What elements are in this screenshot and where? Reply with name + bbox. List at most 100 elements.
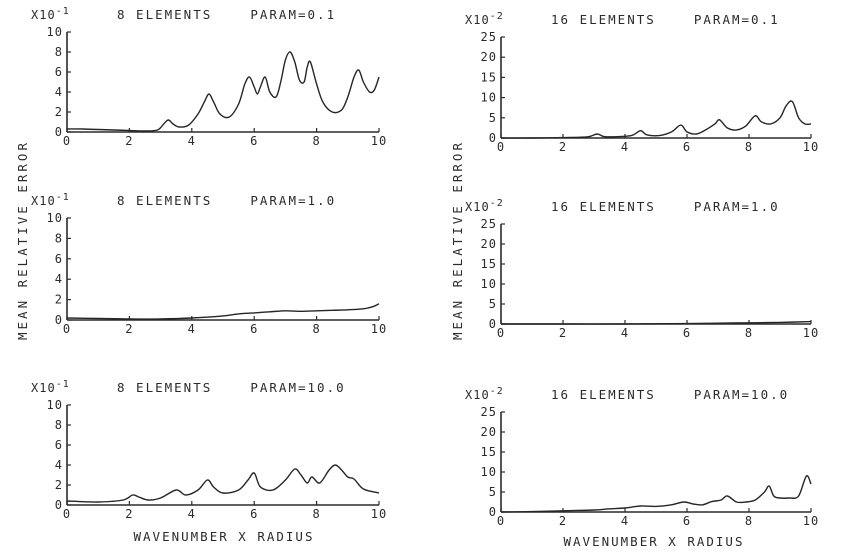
y-tick-label: 20 (481, 425, 497, 439)
x-tick-label: 6 (250, 507, 258, 521)
x-tick-label: 4 (621, 514, 629, 528)
y-tick-label: 10 (481, 277, 497, 291)
series-line-1 (501, 320, 812, 325)
y-tick-label: 5 (489, 485, 497, 499)
x-tick-label: 2 (559, 140, 567, 154)
x-tick-label: 2 (125, 507, 133, 521)
y-scale-label: X10-2 (465, 198, 504, 214)
y-tick-label: 6 (55, 252, 63, 266)
x-tick-label: 2 (125, 322, 133, 336)
y-tick-label: 2 (55, 293, 63, 307)
chart-panel-1: 0 2 4 6 8 10 0 2 4 6 8 10 X10-1 8 ELEMENTS PARAM=0.1 (31, 6, 387, 148)
y-tick-label: 20 (481, 237, 497, 251)
x-tick-label: 0 (63, 322, 71, 336)
x-tick-label: 0 (497, 140, 505, 154)
x-tick-label: 0 (63, 507, 71, 521)
y-tick-label: 25 (481, 217, 497, 231)
chart-panel-2: 0 2 4 6 8 10 0 5 10 15 20 25 X10-2 16 ELEMENTS PARAM=… (465, 11, 819, 154)
x-tick-label: 10 (371, 134, 387, 148)
y-tick-label: 2 (55, 478, 63, 492)
x-axis-label-right: WAVENUMBER X RADIUS (564, 534, 745, 549)
x-tick-label: 2 (125, 134, 133, 148)
y-axis-label-left: MEAN RELATIVE ERROR (15, 140, 30, 340)
x-tick-label: 8 (745, 140, 753, 154)
x-axis-label-left: WAVENUMBER X RADIUS (134, 529, 315, 544)
y-tick-label: 10 (47, 25, 63, 39)
x-tick-label: 8 (745, 514, 753, 528)
x-tick-label: 8 (312, 134, 320, 148)
y-tick-label: 4 (55, 272, 63, 286)
y-tick-label: 10 (481, 465, 497, 479)
series-line-1 (66, 464, 380, 503)
x-tick-label: 0 (63, 134, 71, 148)
chart-title: 16 ELEMENTS PARAM=0.1 (551, 12, 780, 27)
x-tick-label: 8 (745, 326, 753, 340)
series-line-1 (500, 100, 812, 139)
x-tick-label: 10 (371, 322, 387, 336)
chart-title: 8 ELEMENTS PARAM=10.0 (117, 380, 346, 395)
x-tick-label: 4 (188, 322, 196, 336)
chart-panel-5: 0 2 4 6 8 10 0 2 4 6 8 10 X10-1 8 ELEMENTS PARAM=10.0 (31, 379, 387, 521)
x-tick-label: 4 (621, 140, 629, 154)
y-tick-label: 8 (55, 418, 63, 432)
series-line-1 (500, 475, 812, 513)
y-tick-label: 2 (55, 105, 63, 119)
y-tick-label: 8 (55, 45, 63, 59)
y-axis-label-right: MEAN RELATIVE ERROR (450, 140, 465, 340)
series-line-1 (66, 303, 380, 320)
y-scale-label: X10-2 (465, 11, 504, 27)
x-tick-label: 6 (250, 134, 258, 148)
y-tick-label: 0 (55, 313, 63, 327)
x-tick-label: 4 (188, 507, 196, 521)
x-tick-label: 2 (559, 326, 567, 340)
y-scale-label: X10-2 (465, 386, 504, 402)
chart-title: 8 ELEMENTS PARAM=0.1 (117, 7, 336, 22)
x-tick-label: 10 (803, 140, 819, 154)
chart-title: 16 ELEMENTS PARAM=10.0 (551, 387, 789, 402)
chart-title: 16 ELEMENTS PARAM=1.0 (551, 199, 780, 214)
y-tick-label: 0 (489, 317, 497, 331)
y-tick-label: 6 (55, 438, 63, 452)
chart-panel-4: 0 2 4 6 8 10 0 5 10 15 20 25 X10-2 16 ELEMENTS PARAM=… (465, 198, 819, 340)
y-tick-label: 4 (55, 85, 63, 99)
y-tick-label: 10 (481, 91, 497, 105)
x-tick-label: 8 (312, 507, 320, 521)
y-tick-label: 10 (47, 398, 63, 412)
series-line-1 (66, 51, 380, 132)
y-scale-label: X10-1 (31, 6, 70, 22)
y-tick-label: 4 (55, 458, 63, 472)
y-tick-label: 15 (481, 70, 497, 84)
chart-title: 8 ELEMENTS PARAM=1.0 (117, 193, 336, 208)
y-tick-label: 15 (481, 445, 497, 459)
y-tick-label: 0 (55, 498, 63, 512)
y-tick-label: 15 (481, 257, 497, 271)
y-tick-label: 0 (489, 505, 497, 519)
y-tick-label: 25 (481, 405, 497, 419)
x-tick-label: 10 (371, 507, 387, 521)
x-tick-label: 0 (497, 514, 505, 528)
y-tick-label: 25 (481, 30, 497, 44)
x-tick-label: 4 (188, 134, 196, 148)
y-scale-label: X10-1 (31, 379, 70, 395)
x-tick-label: 6 (250, 322, 258, 336)
y-tick-label: 0 (489, 131, 497, 145)
x-tick-label: 6 (683, 326, 691, 340)
x-tick-label: 4 (621, 326, 629, 340)
y-scale-label: X10-1 (31, 192, 70, 208)
y-tick-label: 10 (47, 211, 63, 225)
y-tick-label: 5 (489, 297, 497, 311)
x-tick-label: 0 (497, 326, 505, 340)
y-tick-label: 6 (55, 65, 63, 79)
x-tick-label: 10 (803, 326, 819, 340)
y-tick-label: 20 (481, 50, 497, 64)
y-tick-label: 0 (55, 125, 63, 139)
y-tick-label: 8 (55, 231, 63, 245)
x-tick-label: 8 (312, 322, 320, 336)
x-tick-label: 10 (803, 514, 819, 528)
y-tick-label: 5 (489, 111, 497, 125)
chart-panel-6: 0 2 4 6 8 10 0 5 10 15 20 25 X10-2 16 ELEMENTS PARAM=… (465, 386, 819, 528)
chart-panel-3: 0 2 4 6 8 10 0 2 4 6 8 10 X10-1 8 ELEMENTS PARAM=1.0 (31, 192, 387, 336)
x-tick-label: 2 (559, 514, 567, 528)
x-tick-label: 6 (683, 140, 691, 154)
